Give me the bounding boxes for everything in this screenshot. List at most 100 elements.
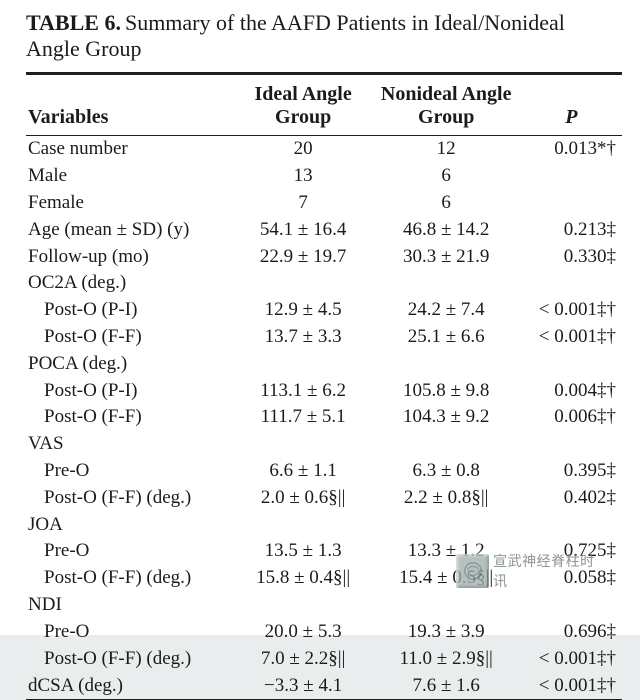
row-label: Age (mean ± SD) (y) [26, 216, 235, 243]
table-body: Case number20120.013*†Male136Female76Age… [26, 136, 622, 700]
cell-nonideal: 19.3 ± 3.9 [372, 619, 521, 646]
cell-p [521, 351, 622, 378]
cell-ideal [235, 351, 372, 378]
cell-p: 0.006‡† [521, 404, 622, 431]
table-row: NDI [26, 592, 622, 619]
row-label: Post-O (F-F) (deg.) [26, 645, 235, 672]
table-row: Pre-O13.5 ± 1.313.3 ± 1.20.725‡ [26, 538, 622, 565]
table-row: Pre-O20.0 ± 5.319.3 ± 3.90.696‡ [26, 619, 622, 646]
table-row: Post-O (F-F) (deg.)7.0 ± 2.2§||11.0 ± 2.… [26, 645, 622, 672]
cell-ideal: 13 [235, 163, 372, 190]
table-row: dCSA (deg.)−3.3 ± 4.17.6 ± 1.6< 0.001‡† [26, 672, 622, 699]
row-label: Male [26, 163, 235, 190]
row-label: Post-O (F-F) [26, 324, 235, 351]
cell-p: 0.696‡ [521, 619, 622, 646]
table-row: VAS [26, 431, 622, 458]
table-row: JOA [26, 511, 622, 538]
table-row: Follow-up (mo)22.9 ± 19.730.3 ± 21.90.33… [26, 243, 622, 270]
table-row: Pre-O6.6 ± 1.16.3 ± 0.80.395‡ [26, 458, 622, 485]
row-label: VAS [26, 431, 235, 458]
row-label: Post-O (F-F) (deg.) [26, 485, 235, 512]
cell-p: 0.058‡ [521, 565, 622, 592]
row-label: Post-O (P-I) [26, 377, 235, 404]
data-table: Variables Ideal Angle Group Nonideal Ang… [26, 77, 622, 700]
cell-ideal [235, 592, 372, 619]
cell-nonideal [372, 431, 521, 458]
row-label: Pre-O [26, 458, 235, 485]
cell-p [521, 511, 622, 538]
table-row: Post-O (P-I)113.1 ± 6.2105.8 ± 9.80.004‡… [26, 377, 622, 404]
cell-ideal [235, 511, 372, 538]
row-label: Post-O (F-F) (deg.) [26, 565, 235, 592]
cell-ideal: 7.0 ± 2.2§|| [235, 645, 372, 672]
cell-p [521, 270, 622, 297]
row-label: NDI [26, 592, 235, 619]
cell-ideal: 7 [235, 190, 372, 217]
cell-ideal [235, 270, 372, 297]
cell-p: 0.725‡ [521, 538, 622, 565]
row-label: Case number [26, 136, 235, 163]
cell-p: 0.213‡ [521, 216, 622, 243]
cell-nonideal: 2.2 ± 0.8§|| [372, 485, 521, 512]
cell-p: < 0.001‡† [521, 645, 622, 672]
table-page: TABLE 6. Summary of the AAFD Patients in… [0, 0, 640, 635]
table-row: Post-O (F-F)111.7 ± 5.1104.3 ± 9.20.006‡… [26, 404, 622, 431]
cell-ideal: 12.9 ± 4.5 [235, 297, 372, 324]
cell-nonideal [372, 351, 521, 378]
cell-p: < 0.001‡† [521, 297, 622, 324]
cell-p: < 0.001‡† [521, 324, 622, 351]
table-row: Post-O (P-I)12.9 ± 4.524.2 ± 7.4< 0.001‡… [26, 297, 622, 324]
row-label: dCSA (deg.) [26, 672, 235, 699]
cell-p: 0.395‡ [521, 458, 622, 485]
cell-ideal: 15.8 ± 0.4§|| [235, 565, 372, 592]
cell-nonideal: 12 [372, 136, 521, 163]
table-title-block: TABLE 6. Summary of the AAFD Patients in… [26, 10, 622, 75]
table-header: Variables Ideal Angle Group Nonideal Ang… [26, 77, 622, 136]
cell-nonideal: 104.3 ± 9.2 [372, 404, 521, 431]
cell-nonideal: 13.3 ± 1.2 [372, 538, 521, 565]
cell-ideal [235, 431, 372, 458]
cell-p [521, 431, 622, 458]
cell-ideal: 2.0 ± 0.6§|| [235, 485, 372, 512]
cell-p [521, 190, 622, 217]
table-row: OC2A (deg.) [26, 270, 622, 297]
cell-nonideal: 15.4 ± 0.5§|| [372, 565, 521, 592]
cell-p: 0.004‡† [521, 377, 622, 404]
table-row: Post-O (F-F)13.7 ± 3.325.1 ± 6.6< 0.001‡… [26, 324, 622, 351]
cell-nonideal: 25.1 ± 6.6 [372, 324, 521, 351]
cell-ideal: 20 [235, 136, 372, 163]
row-label: Pre-O [26, 619, 235, 646]
cell-ideal: 111.7 ± 5.1 [235, 404, 372, 431]
table-row: Case number20120.013*† [26, 136, 622, 163]
table-row: Post-O (F-F) (deg.)2.0 ± 0.6§||2.2 ± 0.8… [26, 485, 622, 512]
row-label: JOA [26, 511, 235, 538]
row-label: Pre-O [26, 538, 235, 565]
cell-nonideal [372, 270, 521, 297]
table-row: POCA (deg.) [26, 351, 622, 378]
table-row: Post-O (F-F) (deg.)15.8 ± 0.4§||15.4 ± 0… [26, 565, 622, 592]
row-label: Follow-up (mo) [26, 243, 235, 270]
table-row: Female76 [26, 190, 622, 217]
cell-ideal: 54.1 ± 16.4 [235, 216, 372, 243]
cell-p: 0.330‡ [521, 243, 622, 270]
cell-p [521, 592, 622, 619]
cell-nonideal: 6 [372, 163, 521, 190]
cell-nonideal: 30.3 ± 21.9 [372, 243, 521, 270]
cell-nonideal: 24.2 ± 7.4 [372, 297, 521, 324]
cell-p: < 0.001‡† [521, 672, 622, 699]
table-number: TABLE 6. [26, 10, 121, 35]
cell-p: 0.013*† [521, 136, 622, 163]
cell-ideal: 22.9 ± 19.7 [235, 243, 372, 270]
cell-nonideal: 11.0 ± 2.9§|| [372, 645, 521, 672]
cell-ideal: 13.5 ± 1.3 [235, 538, 372, 565]
cell-ideal: 6.6 ± 1.1 [235, 458, 372, 485]
cell-nonideal: 105.8 ± 9.8 [372, 377, 521, 404]
row-label: POCA (deg.) [26, 351, 235, 378]
cell-nonideal: 6 [372, 190, 521, 217]
cell-ideal: 13.7 ± 3.3 [235, 324, 372, 351]
col-variables: Variables [26, 77, 235, 136]
cell-nonideal: 7.6 ± 1.6 [372, 672, 521, 699]
table-row: Age (mean ± SD) (y)54.1 ± 16.446.8 ± 14.… [26, 216, 622, 243]
cell-nonideal [372, 592, 521, 619]
cell-p [521, 163, 622, 190]
